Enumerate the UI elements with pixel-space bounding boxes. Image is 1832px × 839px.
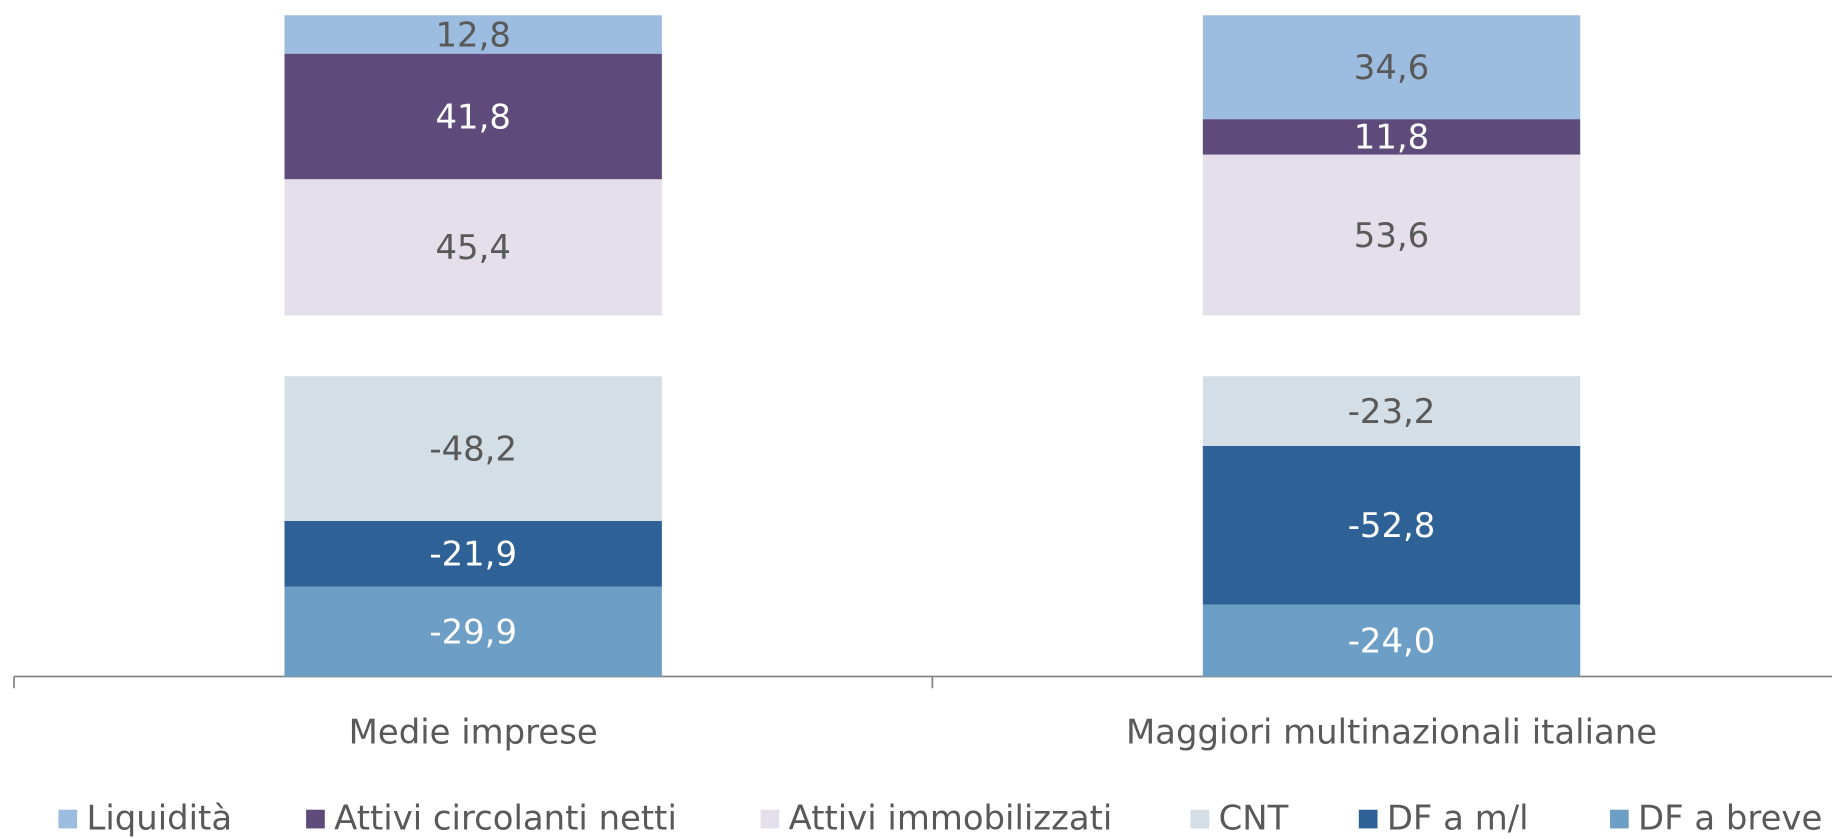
- data-label: -24,0: [1348, 621, 1436, 660]
- legend-swatch: [1190, 809, 1210, 829]
- data-label: -52,8: [1348, 506, 1436, 545]
- bar-segment: [1202, 445, 1581, 605]
- data-label: -29,9: [429, 612, 517, 651]
- data-label: -48,2: [429, 429, 517, 468]
- data-label: 45,4: [435, 228, 510, 267]
- legend-label: Attivi circolanti netti: [334, 799, 677, 838]
- data-label: -23,2: [1348, 392, 1436, 431]
- legend-label: Liquidità: [86, 799, 232, 838]
- category-label: Medie imprese: [349, 712, 598, 751]
- bar-segment: [1202, 604, 1581, 677]
- bar-segment: [1202, 154, 1581, 316]
- data-label: 41,8: [435, 97, 510, 136]
- bar-segment: [1202, 119, 1581, 155]
- bar-segment: [284, 586, 662, 677]
- bar-segment: [1202, 376, 1581, 446]
- data-label: 53,6: [1354, 216, 1429, 255]
- bar-segment: [284, 521, 662, 587]
- legend-swatch: [1610, 809, 1629, 829]
- bar-segment: [284, 15, 662, 54]
- legend-swatch: [1358, 809, 1378, 829]
- category-label: Maggiori multinazionali italiane: [1126, 712, 1657, 751]
- bar-segment: [284, 376, 662, 522]
- legend-swatch: [306, 809, 325, 829]
- data-label: 12,8: [435, 15, 510, 54]
- legend-label: DF a breve: [1638, 799, 1822, 838]
- data-label: 34,6: [1354, 48, 1429, 87]
- data-label: 11,8: [1354, 118, 1429, 157]
- legend-swatch: [760, 809, 780, 829]
- legend-label: Attivi immobilizzati: [789, 799, 1113, 838]
- data-label: -21,9: [429, 535, 517, 574]
- legend-label: DF a m/l: [1387, 799, 1529, 838]
- legend-label: CNT: [1219, 799, 1289, 838]
- bar-segment: [284, 179, 662, 316]
- bar-segment: [284, 53, 662, 180]
- legend-swatch: [58, 809, 78, 829]
- bar-segment: [1202, 15, 1581, 120]
